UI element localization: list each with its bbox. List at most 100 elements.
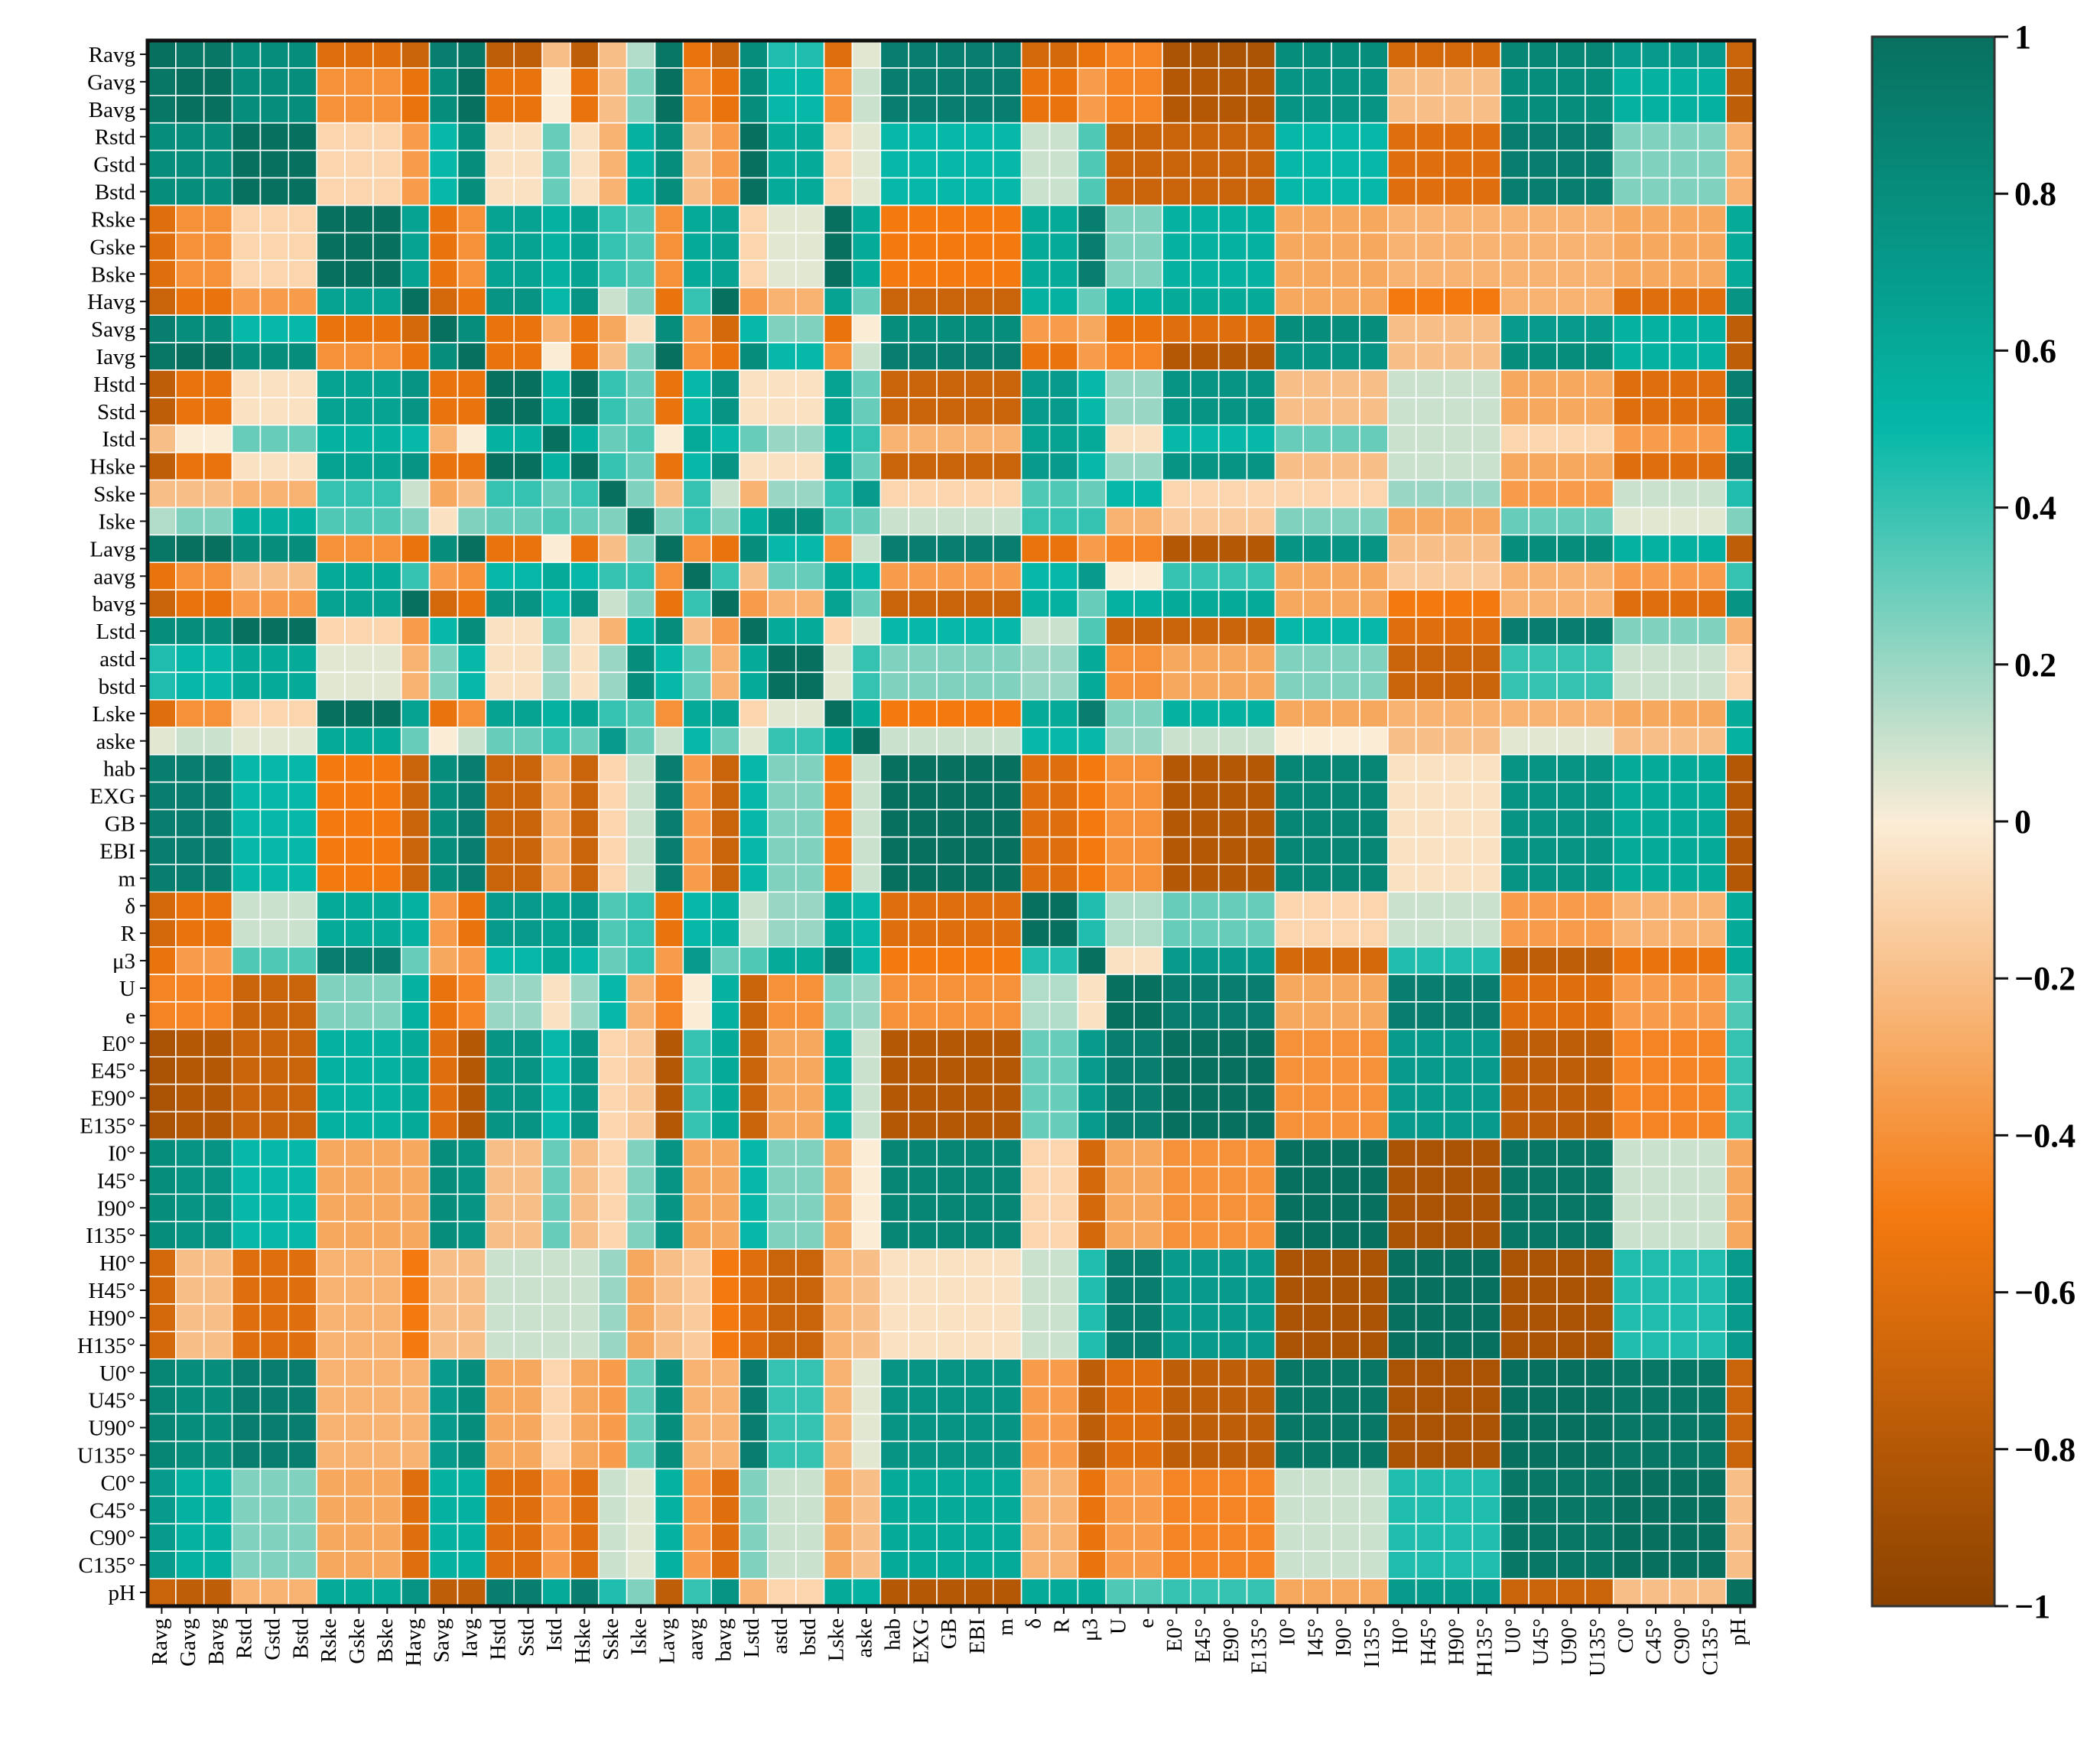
heatmap-cell [964, 424, 994, 454]
heatmap-cell [1048, 1221, 1079, 1250]
heatmap-cell [1274, 1385, 1305, 1415]
heatmap-cell [1162, 1303, 1191, 1332]
heatmap-cell [1528, 314, 1558, 343]
heatmap-cell [1612, 1276, 1643, 1305]
heatmap-cell [485, 1468, 515, 1498]
heatmap-cell [992, 479, 1022, 509]
heatmap-cell [288, 1578, 317, 1607]
heatmap-cell [1725, 287, 1755, 316]
heatmap-cell [316, 342, 346, 371]
heatmap-cell [457, 1055, 487, 1085]
heatmap-cell [1528, 1358, 1558, 1387]
column-label: Lavg [655, 1618, 680, 1664]
heatmap-cell [964, 1468, 994, 1498]
row-label: Bstd [95, 181, 136, 205]
heatmap-cell [908, 1413, 938, 1442]
heatmap-cell [1697, 561, 1727, 591]
heatmap-cell [1415, 672, 1445, 701]
heatmap-cell [1077, 946, 1107, 975]
heatmap-cell [879, 1550, 910, 1579]
heatmap-cell [682, 946, 712, 975]
heatmap-cell [879, 1138, 910, 1168]
heatmap-cell [739, 1221, 769, 1250]
heatmap-cell [1387, 891, 1417, 920]
heatmap-cell [1077, 424, 1107, 454]
column-label: H0° [1388, 1618, 1412, 1654]
heatmap-cell [1133, 1111, 1163, 1140]
heatmap-cell [908, 314, 938, 343]
heatmap-cell [767, 67, 797, 96]
heatmap-cell [570, 1331, 600, 1360]
heatmap-cell [1500, 1221, 1529, 1250]
heatmap-cell [1048, 424, 1079, 454]
heatmap-cell [513, 1166, 543, 1195]
heatmap-cell [1274, 1440, 1305, 1470]
heatmap-cell [851, 672, 882, 701]
heatmap-cell [457, 863, 487, 893]
heatmap-cell [710, 259, 740, 289]
heatmap-cell [739, 314, 769, 343]
heatmap-cell [570, 781, 600, 811]
heatmap-cell [795, 1331, 825, 1360]
heatmap-cell [908, 589, 938, 618]
heatmap-cell [541, 314, 571, 343]
heatmap-cell [1274, 561, 1305, 591]
heatmap-cell [513, 753, 543, 783]
heatmap-cell [1585, 1440, 1614, 1470]
heatmap-cell [316, 424, 346, 454]
heatmap-cell [1612, 479, 1643, 509]
heatmap-cell [288, 506, 317, 536]
heatmap-cell [1415, 424, 1445, 454]
heatmap-cell [175, 1468, 205, 1498]
heatmap-cell [739, 589, 769, 618]
heatmap-cell [231, 259, 262, 289]
heatmap-cell [428, 891, 459, 920]
heatmap-cell [1500, 727, 1529, 756]
heatmap-cell [1387, 204, 1417, 234]
heatmap-cell [1585, 204, 1614, 234]
heatmap-cell [316, 589, 346, 618]
heatmap-cell [1471, 753, 1502, 783]
heatmap-cell [1190, 1468, 1220, 1498]
heatmap-cell [851, 1468, 882, 1498]
heatmap-cell [1640, 40, 1671, 69]
row-label: H135° [77, 1334, 135, 1358]
heatmap-cell [795, 863, 825, 893]
heatmap-cell [992, 149, 1022, 179]
heatmap-cell [1331, 1413, 1360, 1442]
heatmap-cell [1217, 40, 1248, 69]
heatmap-cell [1105, 369, 1135, 398]
heatmap-cell [1443, 1303, 1474, 1332]
heatmap-cell [597, 1523, 628, 1552]
heatmap-cell [1190, 451, 1220, 481]
heatmap-cell [964, 1083, 994, 1113]
heatmap-cell [1020, 644, 1051, 673]
heatmap-cell [1331, 177, 1360, 207]
heatmap-cell [428, 424, 459, 454]
heatmap-cell [428, 1331, 459, 1360]
heatmap-cell [1585, 1193, 1614, 1223]
heatmap-cell [1246, 919, 1276, 948]
heatmap-cell [1471, 1413, 1502, 1442]
heatmap-cell [739, 369, 769, 398]
heatmap-cell [1387, 1413, 1417, 1442]
heatmap-cell [936, 67, 966, 96]
heatmap-cell [513, 1468, 543, 1498]
heatmap-cell [372, 753, 402, 783]
heatmap-cell [1020, 1166, 1051, 1195]
row-label: m [118, 867, 135, 891]
heatmap-cell [654, 644, 684, 673]
heatmap-cell [851, 506, 882, 536]
heatmap-cell [597, 974, 628, 1003]
heatmap-cell [1697, 1276, 1727, 1305]
heatmap-cell [1725, 314, 1755, 343]
heatmap-cell [203, 616, 233, 646]
heatmap-cell [513, 781, 543, 811]
heatmap-cell [1640, 589, 1671, 618]
heatmap-cell [1471, 177, 1502, 207]
heatmap-cell [795, 397, 825, 426]
heatmap-cell [964, 40, 994, 69]
heatmap-cell [682, 1303, 712, 1332]
heatmap-cell [908, 699, 938, 728]
heatmap-cell [259, 1276, 290, 1305]
